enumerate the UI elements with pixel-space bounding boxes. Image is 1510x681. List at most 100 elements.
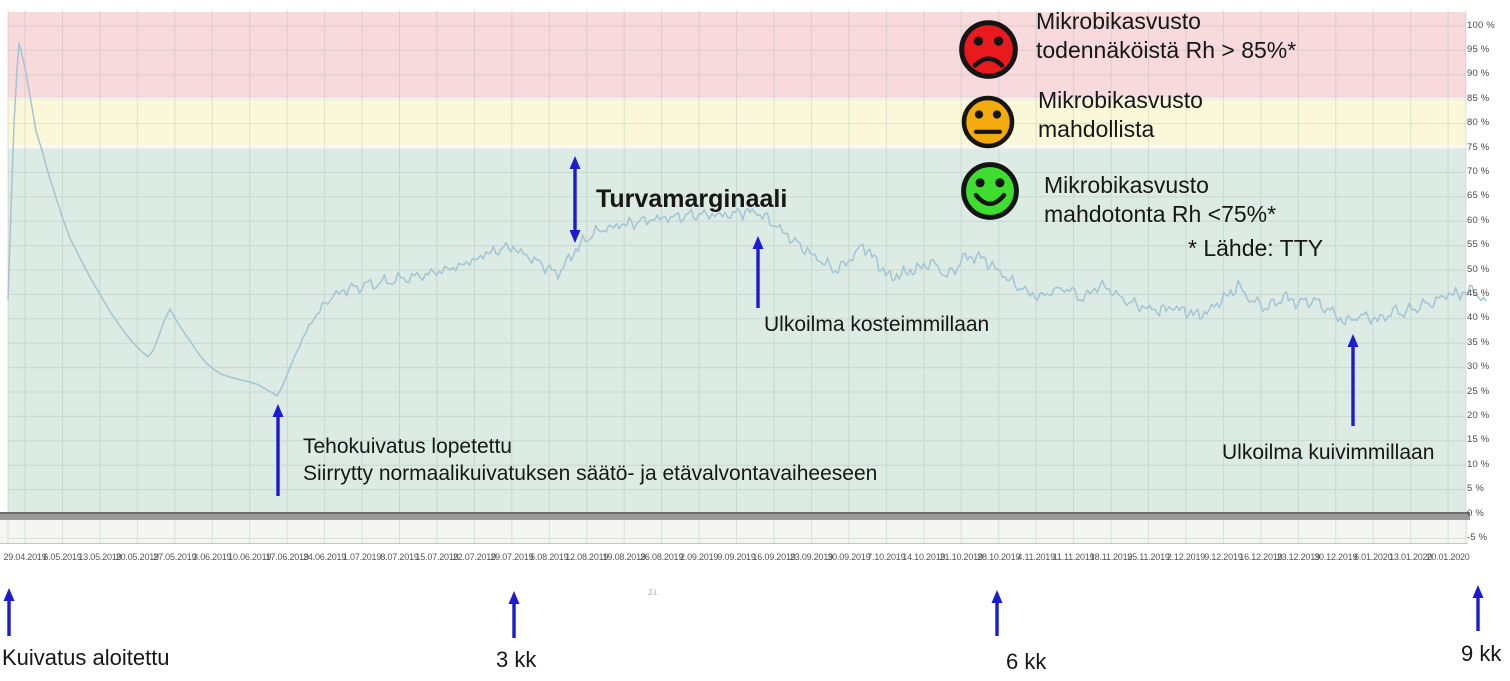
y-tick-label: 100 % [1467, 19, 1495, 31]
timeline-label: 9 kk [1461, 641, 1502, 666]
y-tick-label: 30 % [1467, 361, 1490, 373]
x-tick-label: 9.12.2019 [1204, 552, 1243, 562]
legend-item-line: mahdollista [1038, 116, 1155, 142]
x-tick-label: 7.10.2019 [867, 552, 906, 562]
x-tick-label: 6.01.2020 [1354, 552, 1393, 562]
timeline-label: 6 kk [1006, 649, 1047, 674]
x-tick-label: 10.06.2019 [228, 552, 272, 562]
x-tick-label: 13.05.2019 [78, 552, 122, 562]
timeline-arrow [3, 588, 15, 636]
x-tick-label: 16.12.2019 [1239, 552, 1283, 562]
x-tick-label: 3.06.2019 [193, 552, 232, 562]
legend-item-line: mahdotonta Rh <75%* [1044, 201, 1277, 227]
annotation-arrow-safety-margin [569, 156, 581, 243]
x-tick-label: 6.05.2019 [43, 552, 82, 562]
y-tick-label: 0 % [1467, 507, 1484, 519]
x-tick-label: 9.09.2019 [717, 552, 756, 562]
legend-item-label: Mikrobikasvusto mahdollista [1038, 86, 1203, 144]
x-tick-label: 2.12.2019 [1166, 552, 1206, 562]
timeline-label: Kuivatus aloitettu [2, 645, 170, 670]
x-tick-label: 21.10.2019 [939, 552, 983, 562]
legend-item-line: Mikrobikasvusto [1036, 8, 1201, 34]
legend-source-note: * Lähde: TTY [1188, 235, 1324, 261]
x-tick-label: 25.11.2019 [1127, 552, 1170, 562]
annotation-line: Turvamarginaali [596, 185, 788, 213]
y-tick-label: 60 % [1467, 214, 1490, 226]
y-tick-label: 10 % [1467, 458, 1490, 470]
x-tick-label: 16.09.2019 [752, 552, 796, 562]
x-tick-label: 13.01.2020 [1389, 552, 1433, 562]
x-tick-label: 18.11.2019 [1089, 552, 1133, 562]
x-tick-label: 20.01.2020 [1426, 552, 1470, 562]
neutral-face-icon [958, 92, 1018, 157]
x-tick-label: 29.04.2019 [3, 552, 47, 562]
y-tick-label: 80 % [1467, 117, 1490, 129]
annotation-drying-phase-change: Tehokuivatus lopetettu Siirrytty normaali… [303, 434, 877, 488]
annotation-arrow-outdoor-driest [1347, 334, 1359, 426]
x-tick-label: 30.12.2019 [1314, 552, 1358, 562]
y-tick-label: 5 % [1467, 483, 1484, 495]
timeline-arrow [508, 591, 520, 638]
annotation-line: Ulkoilma kuivimmillaan [1222, 441, 1435, 464]
x-tick-label: 4.11.2019 [1017, 552, 1055, 562]
y-tick-label: 95 % [1467, 43, 1490, 55]
y-tick-label: 25 % [1467, 385, 1490, 397]
x-tick-label: 23.12.2019 [1276, 552, 1320, 562]
x-tick-label: 14.10.2019 [902, 552, 946, 562]
y-tick-label: 75 % [1467, 141, 1490, 153]
legend-item-line: Mikrobikasvusto [1038, 87, 1203, 113]
x-tick-label: 24.06.2019 [303, 552, 347, 562]
x-tick-label: 19.08.2019 [602, 552, 646, 562]
y-tick-label: 55 % [1467, 239, 1490, 251]
legend-item-line: Mikrobikasvusto [1044, 172, 1209, 198]
x-tick-label: 1.07.2019 [342, 552, 382, 562]
rh-curve [7, 42, 1487, 397]
y-tick-label: 65 % [1467, 190, 1490, 202]
x-tick-label: 5.08.2019 [530, 552, 569, 562]
legend-item-label: Mikrobikasvusto todennäköistä Rh > 85%* [1036, 7, 1296, 65]
band-microbial-growth-possible [8, 100, 1466, 147]
y-tick-label: 20 % [1467, 409, 1490, 421]
x-tick-label: 27.05.2019 [153, 552, 197, 562]
y-tick-label: -5 % [1467, 531, 1488, 543]
annotation-line: Siirrytty normaalikuivatuksen säätö- ja … [303, 461, 878, 485]
x-tick-label: 2.09.2019 [679, 552, 719, 562]
y-tick-label: 50 % [1467, 263, 1490, 275]
axis-artifact: J.i. [648, 588, 659, 597]
x-tick-label: 20.05.2019 [115, 552, 159, 562]
timeline-arrow [1472, 585, 1484, 631]
x-tick-label: 23.09.2019 [789, 552, 833, 562]
y-tick-label: 70 % [1467, 165, 1490, 177]
x-tick-label: 28.10.2019 [977, 552, 1021, 562]
annotation-arrow-outdoor-most-humid [752, 236, 764, 308]
zero-axis-bar [0, 513, 1470, 520]
timeline-arrow [991, 590, 1003, 636]
x-tick-label: 26.08.2019 [640, 552, 684, 562]
annotation-safety-margin: Turvamarginaali [596, 183, 787, 215]
y-tick-label: 35 % [1467, 336, 1490, 348]
y-tick-label: 90 % [1467, 68, 1490, 80]
y-tick-label: 40 % [1467, 312, 1490, 324]
x-tick-label: 11.11.2019 [1052, 552, 1095, 562]
legend-item-line: todennäköistä Rh > 85%* [1036, 37, 1297, 63]
annotation-outdoor-driest: Ulkoilma kuivimmillaan [1222, 440, 1434, 467]
annotation-arrow-drying-phase-change [272, 404, 284, 496]
x-tick-label: 22.07.2019 [452, 552, 496, 562]
x-tick-label: 15.07.2019 [415, 552, 459, 562]
annotation-line: Tehokuivatus lopetettu [303, 435, 512, 458]
band-microbial-growth-likely [8, 12, 1466, 98]
annotation-line: Ulkoilma kosteimmillaan [764, 313, 990, 336]
x-tick-label: 17.06.2019 [265, 552, 309, 562]
subzero-strip [0, 520, 1468, 543]
x-tick-label: 8.07.2019 [380, 552, 419, 562]
legend-item-label: Mikrobikasvusto mahdotonta Rh <75%* [1044, 171, 1276, 229]
x-tick-label: 29.07.2019 [490, 552, 534, 562]
happy-face-icon [957, 158, 1023, 229]
y-tick-label: 15 % [1467, 434, 1490, 446]
y-tick-label: 85 % [1467, 92, 1490, 104]
annotation-outdoor-most-humid: Ulkoilma kosteimmillaan [764, 312, 989, 339]
x-tick-label: 30.09.2019 [827, 552, 871, 562]
